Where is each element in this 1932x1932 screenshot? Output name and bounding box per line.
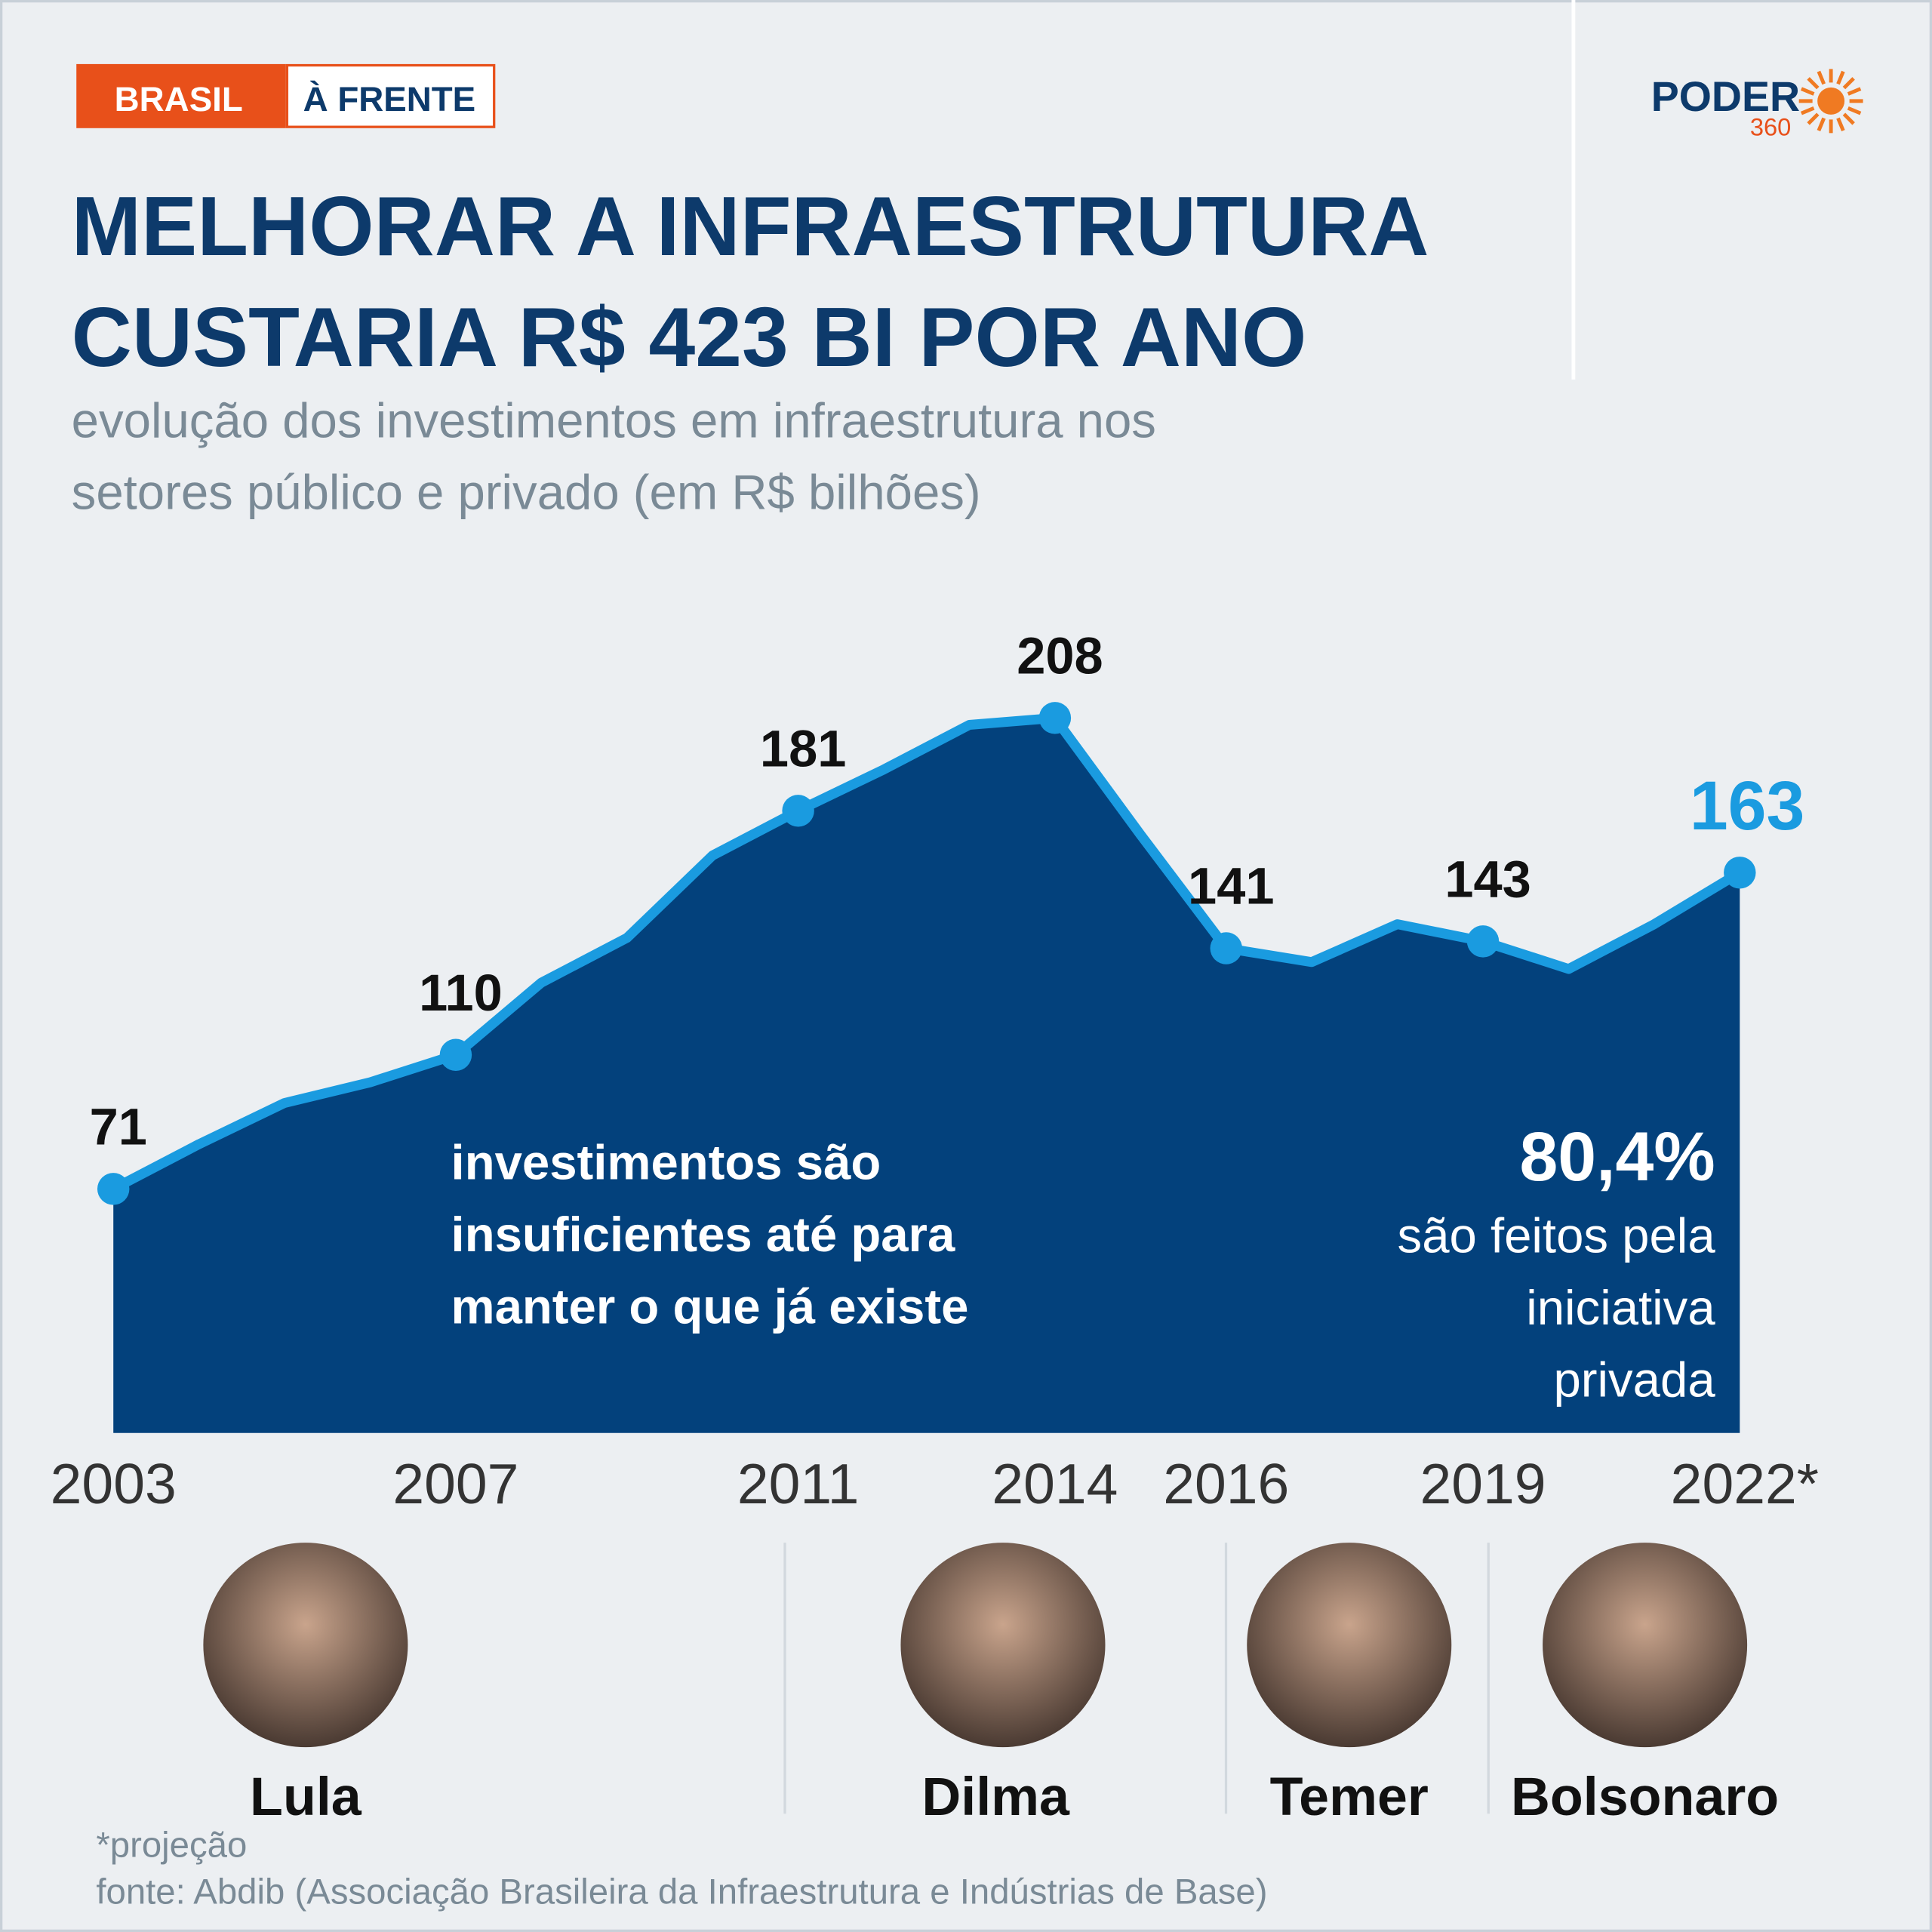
logo-ray (1836, 70, 1845, 85)
logo-ray (1836, 117, 1845, 132)
point (1210, 932, 1242, 964)
point (97, 1173, 130, 1205)
logo-ray (1842, 77, 1855, 90)
logo-number: 360 (1750, 113, 1791, 141)
tag-box (76, 63, 286, 128)
president-name: Lula (250, 1767, 362, 1827)
value-label: 208 (1017, 627, 1103, 685)
photo (1543, 1543, 1748, 1748)
logo-name: PODER (1651, 73, 1800, 120)
point (1466, 925, 1500, 958)
photo (900, 1543, 1106, 1748)
logo-ray (1847, 87, 1862, 96)
logo-ray (1800, 87, 1815, 96)
annotation: insuficientes até para (451, 1207, 955, 1262)
photo (1247, 1543, 1452, 1748)
logo-ray (1807, 112, 1820, 125)
logo-ray (1800, 106, 1815, 115)
annotation: são feitos pela (1398, 1208, 1716, 1263)
logo-ray (1842, 112, 1855, 125)
logo-sun (1798, 69, 1863, 134)
photo (203, 1543, 408, 1748)
title: MELHORAR A INFRAESTRUTURA (72, 179, 1429, 273)
annotation: investimentos são (451, 1134, 881, 1189)
point (439, 1038, 472, 1071)
plot: 71 2003 110 2007 181 2011 208 2014 141 2016 143 201… (51, 627, 1819, 1515)
tag-box (285, 63, 496, 128)
point (1724, 857, 1756, 889)
logo-ray (1847, 106, 1862, 115)
tag-text: BRASIL (115, 80, 243, 118)
annotation: manter o que já existe (451, 1278, 969, 1334)
logo-ray (1807, 77, 1820, 90)
x-tick-label: 2007 (392, 1452, 518, 1515)
area (113, 718, 1740, 1433)
president-name: Dilma (921, 1767, 1070, 1827)
annotation: privada (1553, 1352, 1715, 1407)
subtitle: setores público e privado (em R$ bilhões… (72, 464, 981, 519)
value-label: 141 (1188, 857, 1274, 915)
value-label: 110 (419, 964, 503, 1022)
footnote: fonte: Abdib (Associação Brasileira da I… (96, 1872, 1267, 1912)
president-name: Temer (1270, 1767, 1429, 1827)
footnote: *projeção (96, 1825, 247, 1865)
tag-text: À FRENTE (303, 80, 476, 118)
president-name: Bolsonaro (1511, 1767, 1779, 1827)
title: CUSTARIA R$ 423 BI POR ANO (72, 290, 1307, 384)
logo-ray (1817, 70, 1826, 85)
point (782, 795, 814, 827)
subtitle: evolução dos investimentos em infraestru… (72, 393, 1156, 448)
x-tick-label: 2003 (51, 1452, 177, 1515)
value-label: 181 (760, 720, 846, 778)
x-tick-label: 2022* (1671, 1452, 1819, 1515)
x-tick-label: 2019 (1420, 1452, 1546, 1515)
annotation: iniciativa (1526, 1280, 1715, 1335)
point (1038, 702, 1072, 734)
value-label: 71 (90, 1098, 147, 1156)
value-label: 143 (1444, 851, 1531, 909)
x-tick-label: 2016 (1163, 1452, 1289, 1515)
logo-ray (1817, 117, 1826, 132)
x-tick-label: 2011 (737, 1452, 859, 1515)
value-label: 163 (1690, 768, 1805, 844)
annotation: 80,4% (1519, 1118, 1715, 1195)
x-tick-label: 2014 (992, 1452, 1118, 1515)
